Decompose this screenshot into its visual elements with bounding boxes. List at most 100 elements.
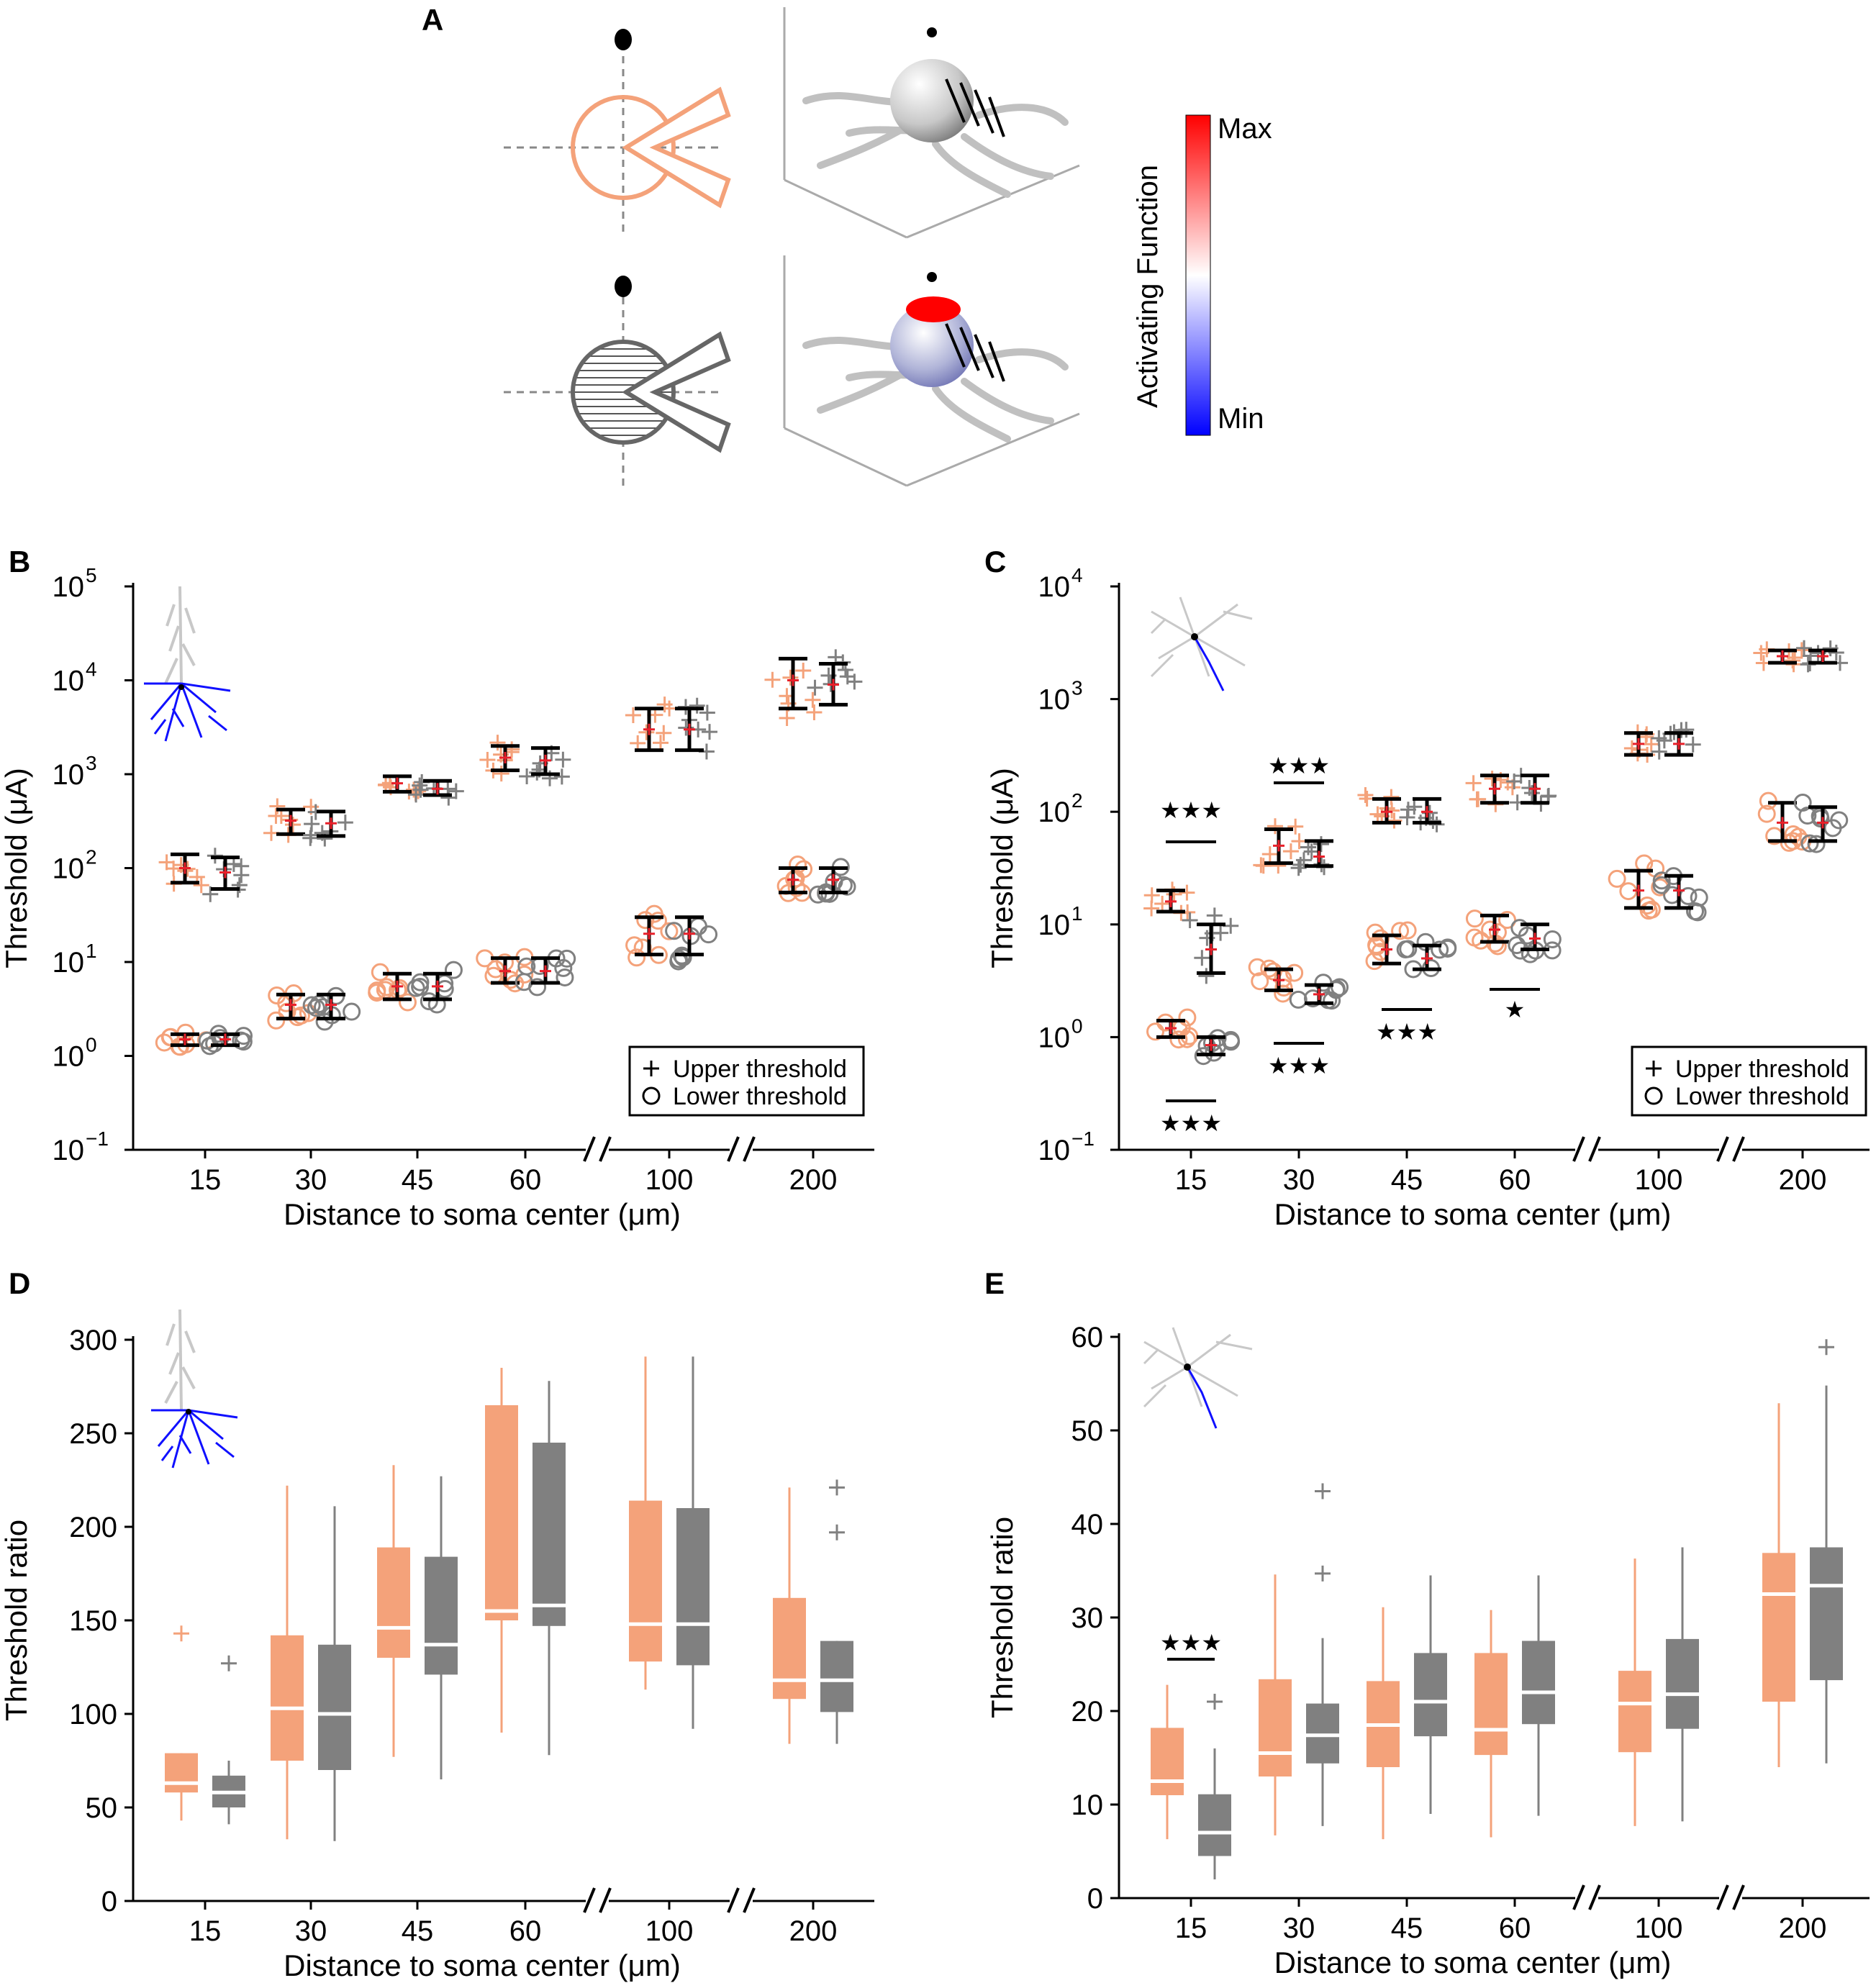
mean-marker: [1777, 650, 1788, 663]
legend-circle-icon: [1644, 1086, 1663, 1105]
y-tick-label: 300: [69, 1325, 117, 1356]
neuron-soma-sphere-activated: [890, 304, 974, 387]
data-point-circle: [1438, 939, 1457, 958]
data-point-plus: [807, 679, 823, 696]
axis-break-mark: [1572, 1884, 1601, 1910]
data-point-circle: [1465, 909, 1484, 928]
mean-marker: [1165, 895, 1177, 907]
data-point-circle: [267, 1011, 286, 1030]
data-point-plus: [1685, 736, 1701, 753]
chart-c-neuron-inset: [1150, 596, 1253, 691]
mean-marker: [1633, 738, 1644, 750]
soma-circle-orange: [571, 95, 676, 200]
data-point-plus: [1267, 818, 1283, 835]
mean-marker: [643, 927, 655, 940]
x-tick-label: 100: [645, 1164, 694, 1196]
data-point-circle: [1169, 1030, 1188, 1049]
box-body: [1762, 1553, 1795, 1702]
y-tick-label: 10: [53, 1135, 85, 1166]
data-point-plus: [1282, 843, 1299, 860]
data-point-circle: [625, 936, 644, 955]
data-point-plus: [489, 735, 506, 751]
data-point-plus: [689, 697, 705, 714]
mean-marker: [325, 999, 337, 1011]
data-point-plus: [839, 668, 856, 685]
data-point-circle: [515, 965, 534, 984]
data-point-circle: [1510, 919, 1529, 938]
mean-marker: [179, 862, 191, 874]
mean-marker: [643, 723, 655, 735]
x-tick-label: 200: [789, 1164, 838, 1196]
x-axis-label: Distance to soma center (μm): [284, 1948, 681, 1982]
box-body: [318, 1644, 351, 1770]
data-point-circle: [1366, 923, 1385, 942]
neuron-soma-sphere: [890, 59, 974, 142]
axis-break-mark: [583, 1136, 612, 1162]
x-tick-label: 15: [189, 1915, 222, 1947]
box-body: [1414, 1653, 1447, 1737]
panel-c-label: C: [984, 545, 1006, 578]
y-tick-label: 10: [1038, 909, 1071, 941]
data-point-circle: [627, 948, 646, 967]
data-point-circle: [1807, 835, 1826, 853]
mean-marker: [285, 814, 296, 827]
render-3d-bottom: [783, 255, 1080, 487]
y-tick-exponent: −1: [1071, 1127, 1095, 1150]
data-point-circle: [1398, 921, 1417, 940]
data-point-plus: [202, 886, 219, 902]
x-tick-label: 45: [1391, 1164, 1423, 1196]
data-point-circle: [1399, 940, 1418, 958]
y-tick-label: 10: [53, 853, 85, 885]
box-body: [629, 1500, 662, 1662]
mean-marker: [1673, 738, 1685, 750]
data-point-plus: [166, 861, 182, 877]
schematic-hatched: [504, 276, 731, 486]
data-point-plus: [1194, 950, 1210, 966]
box-outlier: [829, 1524, 845, 1540]
box-body: [1474, 1653, 1508, 1756]
data-point-circle: [1793, 793, 1812, 812]
axis-break-mark: [583, 1887, 612, 1913]
box-outlier: [1315, 1565, 1331, 1582]
data-point-plus: [1213, 925, 1229, 941]
axis-break-mark: [727, 1887, 756, 1913]
x-axis-label: Distance to soma center (μm): [1274, 1197, 1672, 1231]
y-tick-exponent: 4: [86, 658, 97, 681]
data-point-plus: [1465, 775, 1482, 791]
box-body: [1259, 1679, 1292, 1776]
mean-marker: [684, 723, 695, 735]
mean-marker: [391, 980, 403, 992]
data-point-plus: [1303, 843, 1320, 860]
data-point-plus: [652, 735, 669, 751]
legend-box: [628, 1045, 865, 1117]
colorbar-min-label: Min: [1218, 403, 1264, 435]
mean-marker: [285, 999, 296, 1011]
data-point-plus: [1383, 789, 1400, 805]
colorbar: Max Min Activating Function: [1132, 113, 1272, 436]
y-tick-exponent: 1: [1071, 902, 1083, 925]
mean-marker: [325, 817, 337, 830]
x-tick-label: 200: [1779, 1164, 1827, 1196]
legend-upper-label: Upper threshold: [673, 1056, 847, 1083]
box-body: [676, 1508, 710, 1666]
y-tick-label: 50: [86, 1792, 118, 1824]
mean-marker: [1313, 988, 1325, 1000]
y-tick-label: 10: [53, 571, 85, 603]
box-body: [271, 1635, 304, 1761]
box-body: [485, 1405, 518, 1620]
data-point-plus: [1470, 791, 1487, 807]
data-point-plus: [702, 724, 718, 740]
data-point-plus: [1822, 640, 1839, 657]
data-point-plus: [625, 707, 641, 724]
mean-marker: [1489, 923, 1500, 935]
data-point-plus: [337, 814, 353, 831]
mean-marker: [219, 866, 231, 879]
box-body: [1306, 1703, 1339, 1764]
box-body: [165, 1753, 198, 1793]
panel-d: D 15 30 45 60 100 200 Distance to soma center …: [0, 1266, 874, 1982]
mean-marker: [1273, 974, 1284, 986]
mean-marker: [1205, 1039, 1217, 1051]
y-tick-exponent: 4: [1071, 564, 1083, 586]
data-point-plus: [806, 704, 823, 720]
